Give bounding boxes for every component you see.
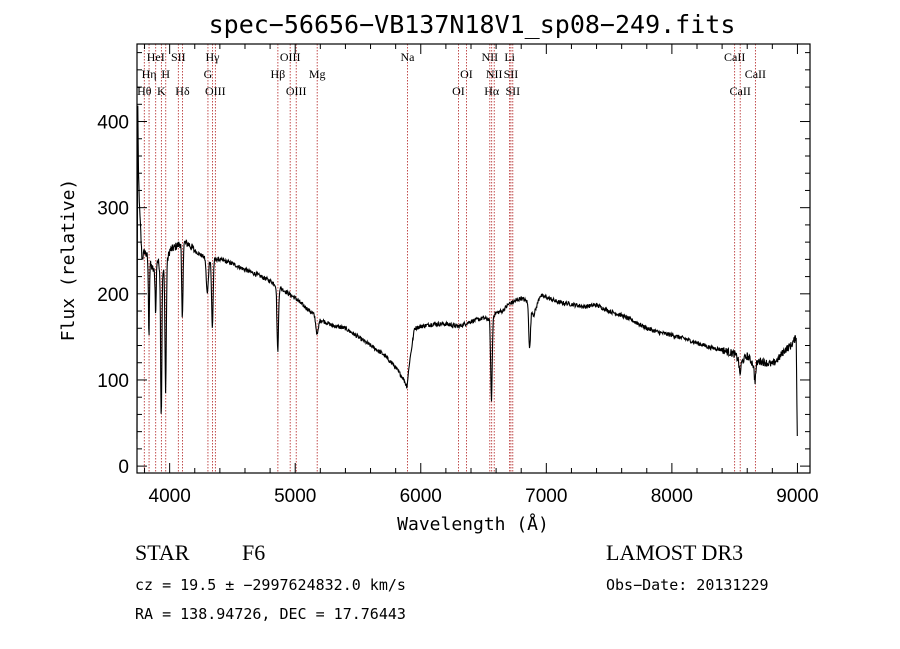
object-class: STAR — [135, 540, 190, 565]
line-marker-label: H — [161, 67, 170, 81]
line-marker-label: Mg — [309, 67, 326, 81]
spectrum-line — [136, 105, 798, 439]
line-marker-label: CaII — [745, 67, 766, 81]
line-marker-label: OIII — [286, 84, 307, 98]
line-marker-label: Li — [504, 50, 515, 64]
obs-date-text: Obs−Date: 20131229 — [606, 576, 769, 594]
object-subclass: F6 — [242, 540, 265, 565]
x-tick-label: 8000 — [651, 486, 693, 507]
line-marker-label: OI — [452, 84, 465, 98]
line-marker-label: NII — [486, 67, 503, 81]
x-tick-label: 6000 — [400, 486, 442, 507]
y-tick-label: 200 — [97, 285, 129, 306]
line-marker-label: Hη — [142, 67, 157, 81]
radec-text: RA = 138.94726, DEC = 17.76443 — [135, 605, 406, 623]
chart-title: spec−56656−VB137N18V1_sp08−249.fits — [209, 10, 736, 39]
line-marker-label: OI — [460, 67, 473, 81]
x-tick-label: 9000 — [776, 486, 818, 507]
x-tick-label: 4000 — [149, 486, 191, 507]
line-marker-label: NII — [481, 50, 498, 64]
line-markers — [143, 44, 756, 473]
line-marker-label: Hγ — [205, 50, 220, 64]
survey-name: LAMOST DR3 — [606, 540, 743, 565]
line-marker-label: G — [204, 67, 213, 81]
line-marker-label: Hδ — [175, 84, 190, 98]
plot-frame — [136, 43, 811, 474]
y-tick-label: 300 — [97, 199, 129, 220]
x-axis-ticks: 4000 5000 6000 7000 8000 9000 — [144, 44, 819, 507]
line-marker-label: OIII — [280, 50, 301, 64]
line-marker-label: Hα — [484, 84, 500, 98]
line-marker-label: OIII — [205, 84, 226, 98]
line-marker-label: SII — [171, 50, 186, 64]
line-marker-label: CaII — [730, 84, 751, 98]
line-marker-label: Hβ — [270, 67, 285, 81]
x-axis-label: Wavelength (Å) — [397, 513, 549, 535]
line-marker-label: Na — [400, 50, 415, 64]
line-marker-label: SII — [504, 67, 519, 81]
line-marker-labels: HθHηHeIKSIIHHδHγGOIIIHβOIIIOIIIMgNaOIOIN… — [137, 50, 766, 98]
y-axis-ticks: 0 100 200 300 400 — [97, 52, 810, 478]
y-tick-label: 400 — [97, 113, 129, 134]
line-marker-label: Hθ — [137, 84, 152, 98]
x-tick-label: 7000 — [525, 486, 567, 507]
line-marker-label: HeI — [147, 50, 165, 64]
line-marker-label: K — [157, 84, 166, 98]
y-axis-label: Flux (relative) — [58, 179, 79, 342]
y-tick-label: 0 — [118, 457, 129, 478]
x-tick-label: 5000 — [274, 486, 316, 507]
line-marker-label: SII — [505, 84, 520, 98]
line-marker-label: CaII — [724, 50, 745, 64]
redshift-text: cz = 19.5 ± −2997624832.0 km/s — [135, 576, 406, 594]
y-tick-label: 100 — [97, 371, 129, 392]
